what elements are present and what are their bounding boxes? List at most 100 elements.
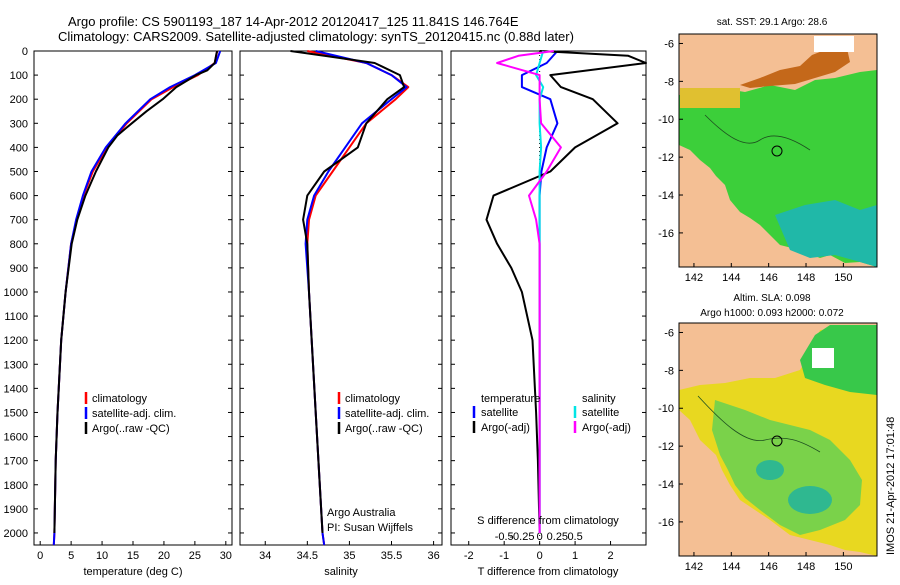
- salinity-legend: climatology satellite-adj. clim. Argo(..…: [337, 392, 429, 435]
- depth-tick-label: 800: [10, 239, 28, 251]
- argo-float-marker: [771, 145, 783, 157]
- depth-tick-label: 1300: [4, 359, 28, 371]
- lon-tick-label: 144: [722, 561, 740, 573]
- depth-tick-label: 900: [10, 263, 28, 275]
- map-bottom-cool-eddy: [788, 486, 832, 514]
- x-tick-label: 34: [259, 550, 271, 562]
- map-bottom-contour: [697, 395, 821, 453]
- argo-float-marker: [771, 435, 783, 447]
- lat-tick-label: -10: [658, 403, 674, 415]
- series-line-climatology: [52, 50, 219, 546]
- map-top-lon-axis: 142 144 146 148 150: [685, 263, 853, 284]
- s-diff-tick-label: 0.25: [547, 531, 568, 543]
- map-bottom-frame: [678, 322, 878, 557]
- legend-climatology-label: climatology: [345, 393, 401, 405]
- depth-tick-label: 1200: [4, 335, 28, 347]
- x-tick-label: -2: [464, 550, 474, 562]
- credit-pi: PI: Susan Wijffels: [327, 522, 413, 534]
- credit-argo-australia: Argo Australia: [327, 507, 396, 519]
- difference-panel-frame: [450, 50, 647, 546]
- depth-tick-label: 500: [10, 166, 28, 178]
- x-tick-label: 2: [607, 550, 613, 562]
- x-tick-label: -1: [499, 550, 509, 562]
- temperature-panel-frame: [33, 50, 233, 546]
- map-top-warm-band: [740, 44, 850, 88]
- legend-sal-argo-label: Argo(-adj): [582, 422, 631, 434]
- map-top-warm-patch: [680, 88, 740, 108]
- map-bottom: -6 -8 -10 -12 -14 -16 142 144 146 148 150: [658, 322, 878, 573]
- x-tick-label: 25: [189, 550, 201, 562]
- temperature-xlabel: temperature (deg C): [83, 566, 182, 578]
- x-tick-label: 15: [127, 550, 139, 562]
- salinity-panel-frame: [239, 50, 443, 546]
- map-top-title: sat. SST: 29.1 Argo: 28.6: [717, 17, 828, 28]
- depth-tick-label: 400: [10, 142, 28, 154]
- depth-axis: 0 100 200 300 400 500 600 700 800 900 1000 1100 1200…: [4, 46, 646, 540]
- legend-temperature-header: temperature: [481, 393, 540, 405]
- lat-tick-label: -14: [658, 479, 674, 491]
- s-diff-tick-label: 0.5: [567, 531, 582, 543]
- lat-tick-label: -12: [658, 441, 674, 453]
- map-top: -6 -8 -10 -12 -14 -16 142 144 146 148 150: [658, 33, 878, 284]
- map-bottom-high-anomaly: [800, 325, 877, 395]
- legend-sal-satellite-label: satellite: [582, 407, 619, 419]
- map-top-frame: [678, 33, 878, 268]
- lat-tick-label: -6: [664, 38, 674, 50]
- s-diff-tick-label: -0.5: [495, 531, 514, 543]
- depth-tick-label: 1000: [4, 287, 28, 299]
- salinity-xlabel: salinity: [324, 566, 358, 578]
- difference-profile-plot: -2 -1 0 1 2 -0.5-0.25 0 0.25 0.5: [464, 50, 647, 562]
- depth-tick-label: 0: [22, 46, 28, 58]
- legend-satellite-label: satellite-adj. clim.: [92, 408, 176, 420]
- lon-tick-label: 144: [722, 272, 740, 284]
- lat-tick-label: -10: [658, 114, 674, 126]
- lat-tick-label: -6: [664, 327, 674, 339]
- lat-tick-label: -16: [658, 517, 674, 529]
- lon-tick-label: 150: [834, 561, 852, 573]
- series-line-argo-raw-qc-: [53, 50, 219, 534]
- x-tick-label: 30: [220, 550, 232, 562]
- legend-salinity-header: salinity: [582, 393, 616, 405]
- x-tick-label: 1: [572, 550, 578, 562]
- lon-tick-label: 142: [685, 272, 703, 284]
- map-top-lat-axis: -6 -8 -10 -12 -14 -16: [658, 38, 683, 240]
- map-bottom-cloud: [812, 348, 834, 368]
- series-line-salinity-argo-adj-: [496, 50, 562, 533]
- series-line-satellite-adj-clim-: [52, 50, 222, 546]
- x-tick-label: 35.5: [381, 550, 402, 562]
- salinity-profile-plot: 34 34.5 35 35.5 36: [259, 50, 440, 562]
- lat-tick-label: -14: [658, 190, 674, 202]
- x-tick-label: 10: [96, 550, 108, 562]
- temperature-profile-plot: 0 5 10 15 20 25 30: [37, 50, 232, 562]
- legend-satellite-label: satellite-adj. clim.: [345, 408, 429, 420]
- depth-tick-label: 1500: [4, 407, 28, 419]
- series-line-satellite-adj-clim-: [304, 50, 408, 546]
- x-tick-label: 34.5: [297, 550, 318, 562]
- lon-tick-label: 146: [759, 561, 777, 573]
- legend-temp-satellite-label: satellite: [481, 407, 518, 419]
- legend-temp-argo-label: Argo(-adj): [481, 422, 530, 434]
- depth-tick-label: 1700: [4, 456, 28, 468]
- map-bottom-cool-eddy-2: [756, 460, 784, 480]
- s-diff-tick-label: -0.25: [509, 531, 534, 543]
- map-bottom-title-line1: Altim. SLA: 0.098: [733, 293, 811, 304]
- depth-tick-label: 1800: [4, 480, 28, 492]
- depth-tick-label: 2000: [4, 528, 28, 540]
- lat-tick-label: -16: [658, 228, 674, 240]
- map-top-contour: [704, 114, 811, 151]
- s-difference-xlabel: S difference from climatology: [477, 515, 619, 527]
- figure-title-line1: Argo profile: CS 5901193_187 14-Apr-2012…: [68, 14, 519, 29]
- temperature-legend: climatology satellite-adj. clim. Argo(..…: [84, 392, 176, 435]
- depth-tick-label: 600: [10, 191, 28, 203]
- x-tick-label: 0: [37, 550, 43, 562]
- x-tick-label: 36: [427, 550, 439, 562]
- lat-tick-label: -8: [664, 76, 674, 88]
- map-bottom-lon-axis: 142 144 146 148 150: [685, 552, 853, 573]
- s-diff-tick-label: 0: [537, 531, 543, 543]
- legend-climatology-label: climatology: [92, 393, 148, 405]
- series-line-argo-raw-qc-: [290, 50, 406, 534]
- lat-tick-label: -12: [658, 152, 674, 164]
- x-tick-label: 0: [537, 550, 543, 562]
- lat-tick-label: -8: [664, 365, 674, 377]
